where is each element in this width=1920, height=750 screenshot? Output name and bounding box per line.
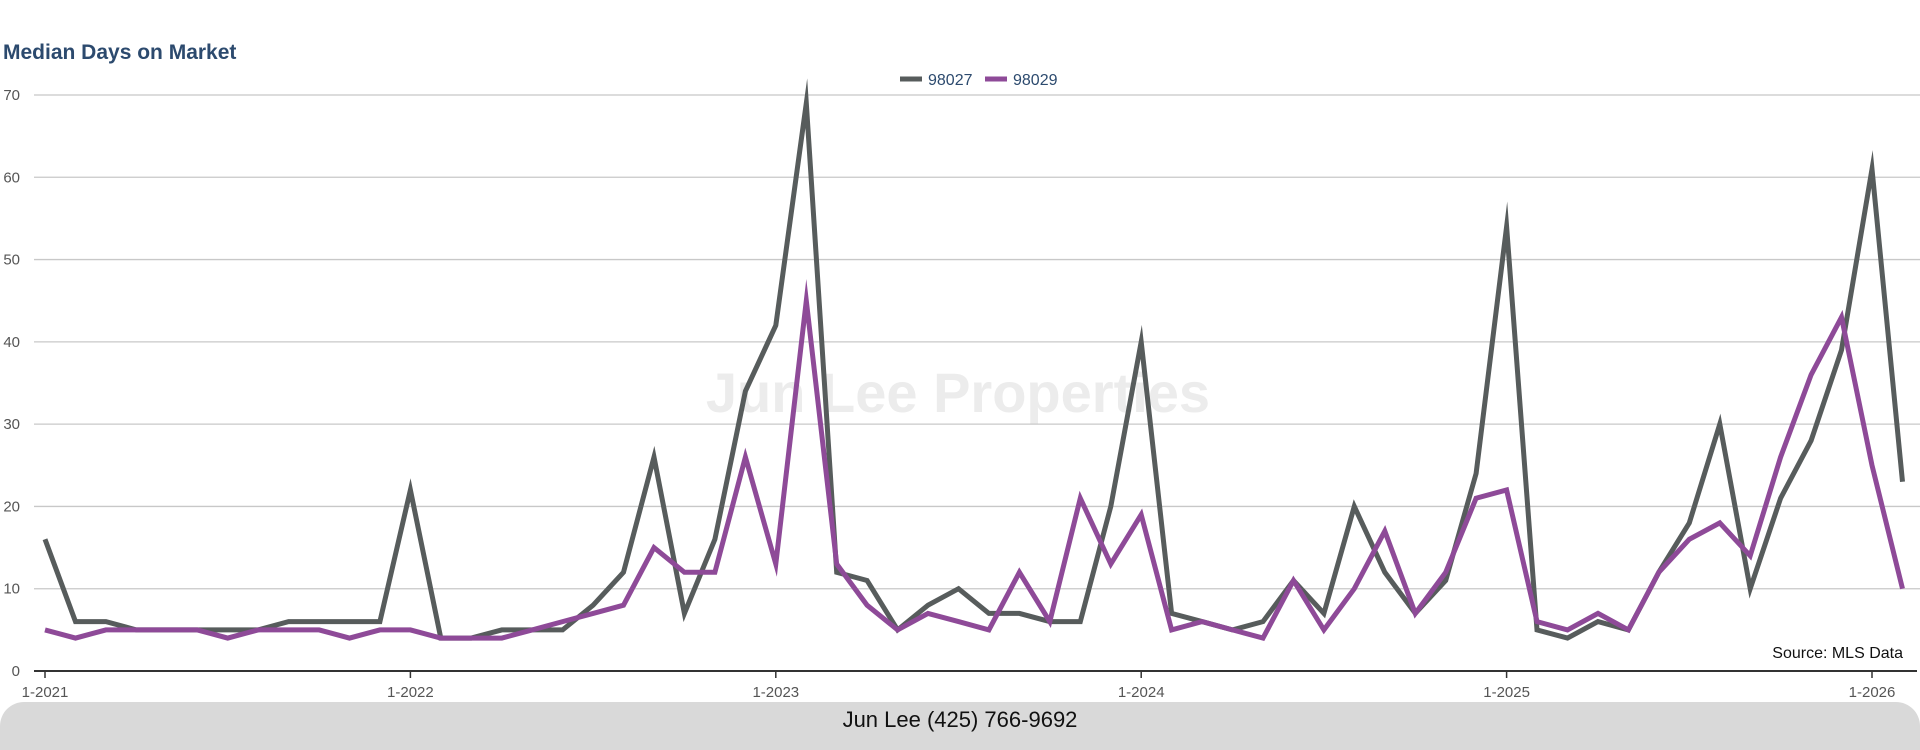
legend-label: 98029 <box>1013 72 1058 89</box>
footer-contact: Jun Lee (425) 766-9692 <box>842 707 1078 732</box>
x-tick-label: 1-2023 <box>752 684 799 701</box>
x-tick-label: 1-2022 <box>387 684 434 701</box>
legend-label: 98027 <box>928 72 973 89</box>
y-tick-label: 40 <box>3 334 20 351</box>
y-tick-label: 20 <box>3 498 20 515</box>
y-axis: 0 10 20 30 40 50 60 70 <box>3 87 20 680</box>
x-tick-label: 1-2025 <box>1483 684 1530 701</box>
x-tick-label: 1-2024 <box>1118 684 1165 701</box>
y-tick-label: 30 <box>3 416 20 433</box>
series-line-98029 <box>44 278 1905 642</box>
series-lines <box>42 78 1905 642</box>
footer-bar <box>0 702 1920 750</box>
source-label: Source: MLS Data <box>1772 645 1903 662</box>
legend: 98027 98029 <box>900 72 1058 89</box>
x-axis: 1-2021 1-2022 1-2023 1-2024 1-2025 1-2026 <box>22 670 1917 701</box>
y-tick-label: 50 <box>3 252 20 269</box>
x-tick-label: 1-2026 <box>1849 684 1896 701</box>
gridlines <box>34 94 1920 590</box>
x-tick-label: 1-2021 <box>22 684 69 701</box>
chart-title: Median Days on Market <box>3 41 237 64</box>
y-tick-label: 0 <box>12 663 20 680</box>
y-tick-label: 70 <box>3 87 20 104</box>
series-line-98027 <box>42 78 1905 641</box>
y-tick-label: 60 <box>3 169 20 186</box>
y-tick-label: 10 <box>3 581 20 598</box>
